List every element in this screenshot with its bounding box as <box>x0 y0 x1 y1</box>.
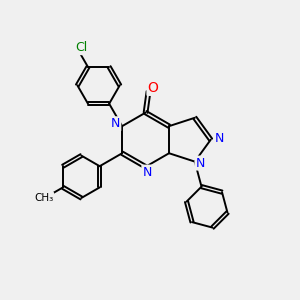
Text: CH₃: CH₃ <box>34 193 53 203</box>
Text: N: N <box>214 132 224 145</box>
Text: N: N <box>111 117 120 130</box>
Text: N: N <box>195 157 205 169</box>
Text: O: O <box>148 81 158 95</box>
Text: Cl: Cl <box>75 41 88 54</box>
Text: N: N <box>142 166 152 178</box>
